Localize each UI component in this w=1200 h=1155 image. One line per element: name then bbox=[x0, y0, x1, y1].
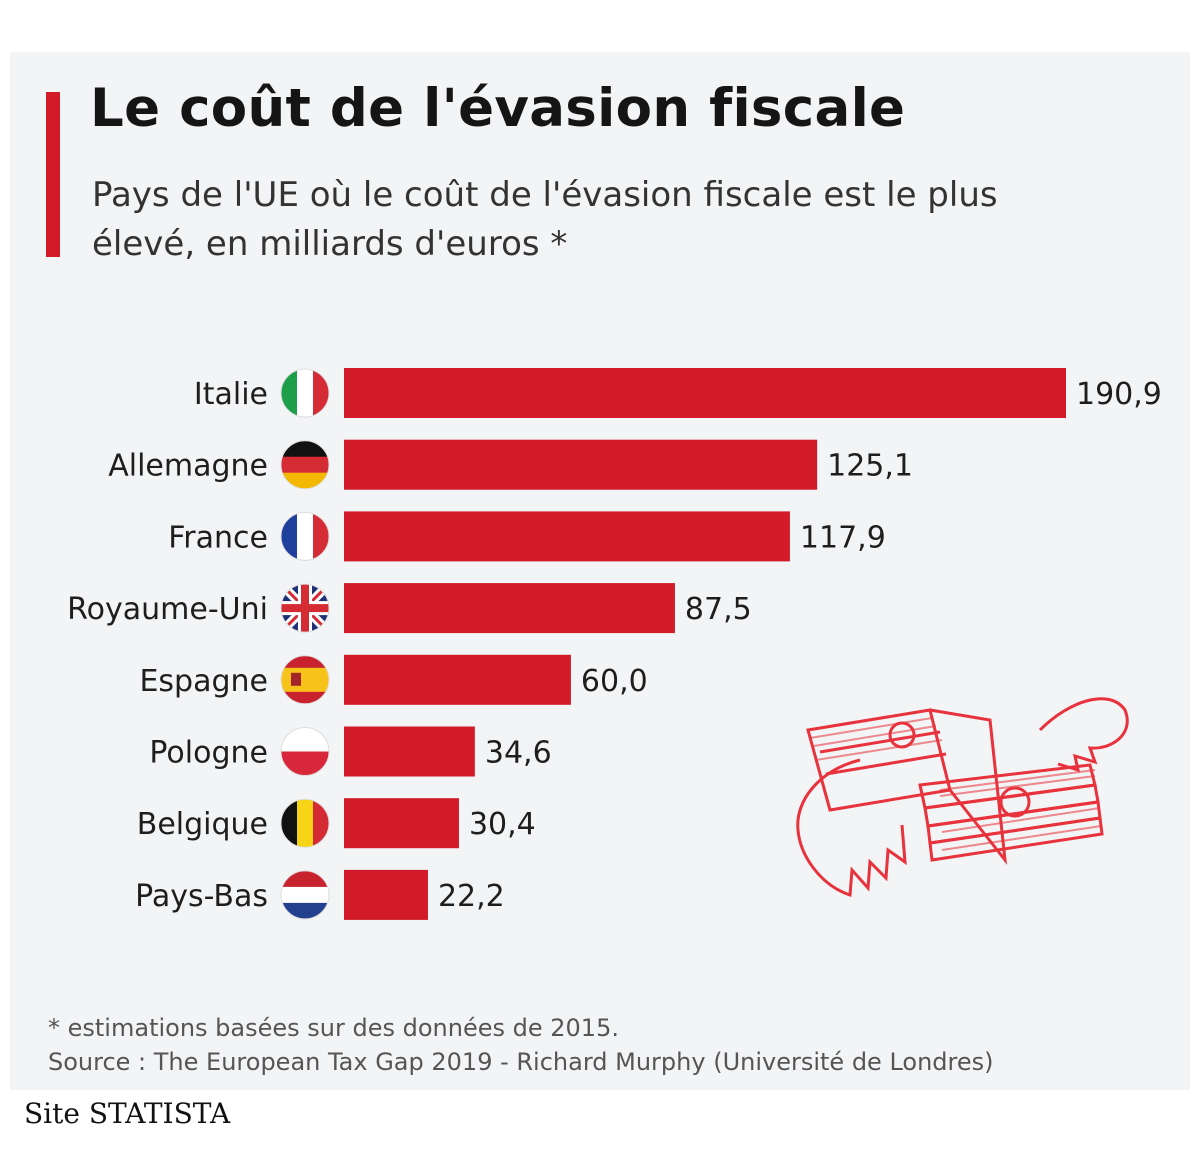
spain-flag-icon bbox=[280, 655, 330, 705]
category-label: France bbox=[168, 520, 268, 555]
source-line: Source : The European Tax Gap 2019 - Ric… bbox=[48, 1048, 994, 1076]
value-label: 30,4 bbox=[469, 807, 536, 842]
france-flag-icon bbox=[280, 511, 330, 561]
belgium-flag-icon bbox=[280, 798, 330, 848]
title-accent-bar bbox=[46, 92, 60, 257]
footnote: * estimations basées sur des données de … bbox=[48, 1014, 619, 1042]
value-label: 22,2 bbox=[438, 879, 505, 914]
flying-money-icon bbox=[796, 697, 1129, 898]
bar bbox=[344, 869, 428, 920]
bar-chart: Italie 190,9 Allemagne 125,1 France 117,9 Roya… bbox=[67, 368, 1162, 920]
category-label: Allemagne bbox=[108, 449, 268, 484]
bar bbox=[344, 654, 571, 705]
site-credit: Site STATISTA bbox=[24, 1097, 231, 1130]
germany-flag-icon bbox=[280, 440, 330, 490]
category-label: Pays-Bas bbox=[135, 879, 268, 914]
value-label: 190,9 bbox=[1076, 377, 1162, 412]
category-label: Royaume-Uni bbox=[67, 592, 268, 627]
chart-card bbox=[10, 52, 1190, 1090]
uk-flag-icon bbox=[280, 583, 330, 633]
chart-title: Le coût de l'évasion fiscale bbox=[90, 78, 906, 139]
category-label: Espagne bbox=[139, 664, 268, 699]
value-label: 125,1 bbox=[827, 449, 913, 484]
bar bbox=[344, 583, 675, 634]
netherlands-flag-icon bbox=[280, 870, 330, 920]
value-label: 34,6 bbox=[485, 736, 552, 771]
value-label: 60,0 bbox=[581, 664, 648, 699]
chart-subtitle: Pays de l'UE où le coût de l'évasion fis… bbox=[92, 175, 998, 264]
value-label: 117,9 bbox=[800, 520, 886, 555]
category-label: Italie bbox=[194, 377, 268, 412]
bar bbox=[344, 726, 475, 777]
bar bbox=[344, 511, 790, 562]
bar bbox=[344, 368, 1066, 418]
category-label: Belgique bbox=[137, 807, 268, 842]
poland-flag-icon bbox=[280, 727, 330, 776]
value-label: 87,5 bbox=[685, 592, 752, 627]
category-label: Pologne bbox=[149, 736, 268, 771]
bar bbox=[344, 439, 818, 490]
italy-flag-icon bbox=[280, 368, 330, 418]
bar bbox=[344, 798, 459, 849]
